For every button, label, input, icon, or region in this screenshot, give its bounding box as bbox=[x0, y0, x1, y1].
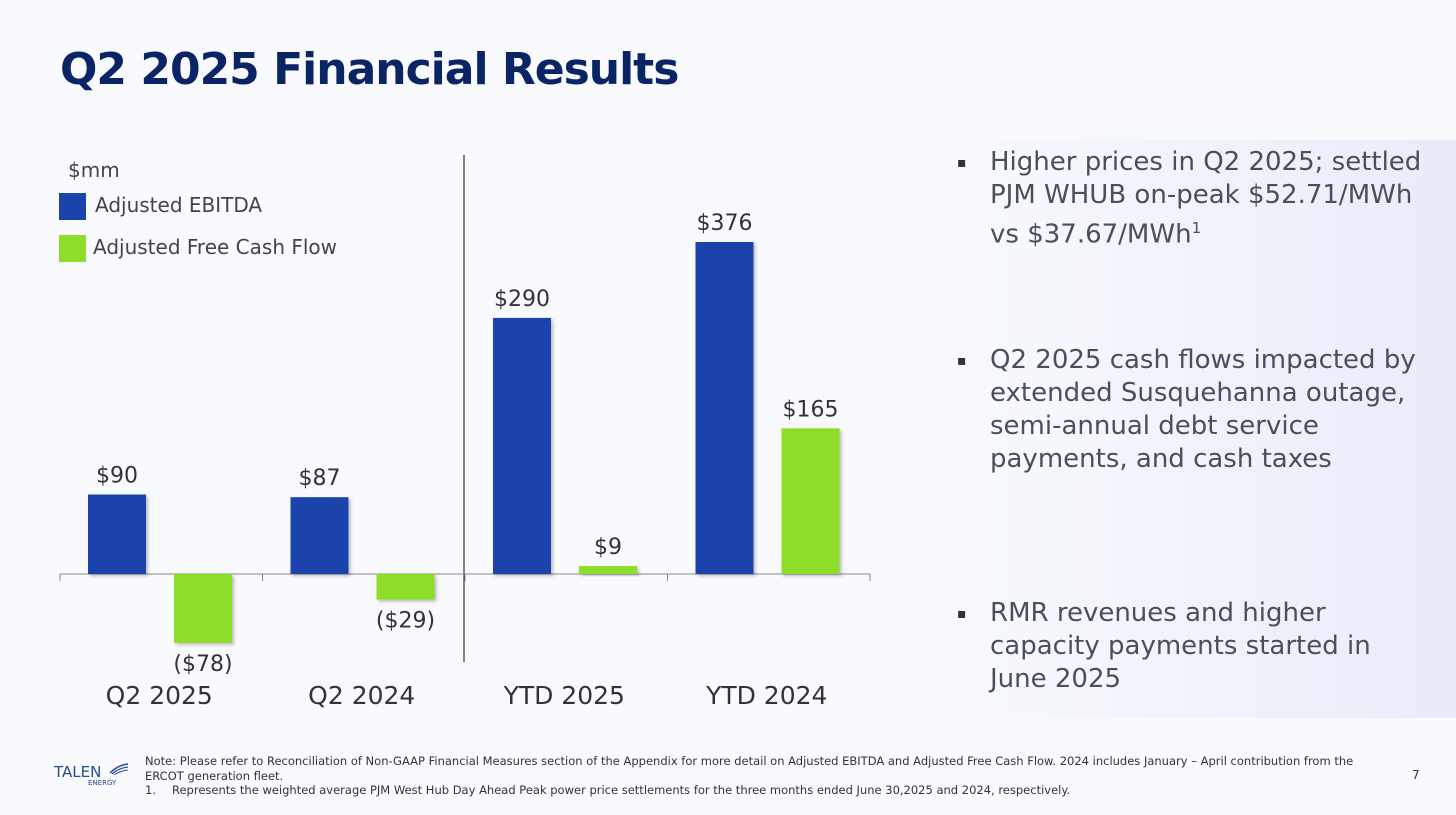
logo-swoosh-icon bbox=[109, 763, 129, 775]
x-tick-label: YTD 2025 bbox=[503, 681, 625, 710]
chart-unit-label: $mm bbox=[68, 158, 120, 182]
bullet-marker: ▪ bbox=[957, 155, 967, 171]
data-label: $9 bbox=[594, 535, 622, 560]
page-number: 7 bbox=[1412, 768, 1420, 782]
financial-bar-chart: $mm Adjusted EBITDA Adjusted Free Cash Flo… bbox=[59, 155, 871, 710]
logo-subtext: ENERGY bbox=[88, 779, 117, 787]
footer-notes: Note: Please refer to Reconciliation of … bbox=[145, 754, 1375, 798]
bar-fcf bbox=[174, 574, 232, 643]
bar-ebitda bbox=[290, 497, 349, 574]
x-tick-label: Q2 2024 bbox=[308, 681, 415, 710]
legend-swatch-fcf bbox=[59, 235, 86, 262]
bar-fcf bbox=[579, 566, 637, 574]
data-label: ($29) bbox=[376, 609, 435, 634]
bar-fcf bbox=[781, 428, 840, 574]
talen-energy-logo: TALEN ENERGY bbox=[54, 762, 129, 787]
data-label: ($78) bbox=[173, 652, 232, 677]
data-label: $87 bbox=[299, 466, 341, 491]
bullet-marker: ▪ bbox=[957, 353, 967, 369]
x-tick-label: Q2 2025 bbox=[106, 681, 213, 710]
legend-swatch-ebitda bbox=[59, 193, 86, 220]
footnote-text: Represents the weighted average PJM West… bbox=[172, 783, 1071, 797]
bar-ebitda bbox=[695, 241, 754, 574]
logo-text: TALEN bbox=[54, 763, 102, 781]
legend-label-ebitda: Adjusted EBITDA bbox=[95, 193, 262, 217]
bullet-marker: ▪ bbox=[957, 606, 967, 622]
data-label: $376 bbox=[697, 211, 753, 236]
bar-ebitda bbox=[493, 317, 551, 574]
commentary-panel bbox=[950, 140, 1456, 718]
bar-ebitda bbox=[88, 494, 146, 574]
bar-fcf bbox=[376, 574, 435, 600]
data-label: $165 bbox=[783, 397, 839, 422]
page-title: Q2 2025 Financial Results bbox=[60, 44, 679, 95]
x-tick-label: YTD 2024 bbox=[705, 681, 827, 710]
bullet-text: Higher prices in Q2 2025; settled PJM WH… bbox=[990, 147, 1422, 250]
bullet-text: RMR revenues and higher capacity payment… bbox=[990, 598, 1371, 694]
data-label: $290 bbox=[494, 287, 550, 312]
disclaimer-note: Note: Please refer to Reconciliation of … bbox=[145, 754, 1354, 783]
footnote-number: 1. bbox=[145, 783, 156, 797]
footnote-1: 1. Represents the weighted average PJM W… bbox=[145, 783, 1375, 798]
data-label: $90 bbox=[96, 464, 138, 489]
legend-label-fcf: Adjusted Free Cash Flow bbox=[93, 235, 337, 259]
bullet-text: Q2 2025 cash flows impacted by extended … bbox=[990, 345, 1416, 474]
footnote-ref: 1 bbox=[1191, 219, 1202, 237]
